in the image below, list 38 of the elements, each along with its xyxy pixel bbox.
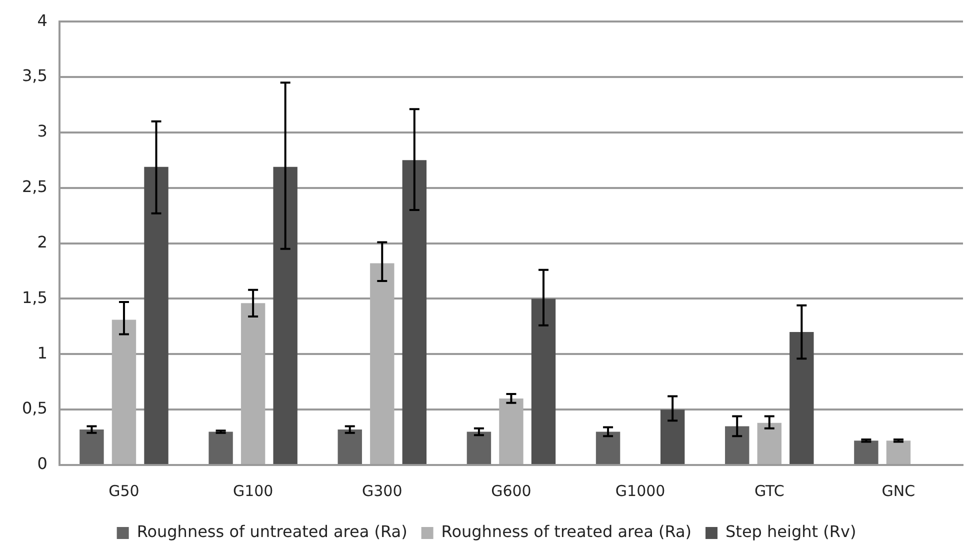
bar <box>208 432 233 464</box>
x-tick-label: G100 <box>232 482 274 500</box>
bar <box>757 422 782 464</box>
bar <box>144 166 168 464</box>
bar <box>370 263 394 464</box>
bar <box>596 432 620 464</box>
x-tick-label: G600 <box>491 482 532 500</box>
x-tick-label: GTC <box>754 482 784 500</box>
y-tick-label: 0,5 <box>22 398 48 418</box>
legend-label: Step height (Rv) <box>726 522 856 542</box>
bar <box>854 440 878 464</box>
y-tick-label: 2,5 <box>22 177 48 196</box>
bar <box>790 332 814 464</box>
bar <box>112 320 136 464</box>
bar <box>402 160 427 464</box>
x-tick-label: GNC <box>882 482 916 500</box>
y-tick-label: 3,5 <box>22 66 48 86</box>
bar <box>80 430 104 464</box>
legend-label: Roughness of treated area (Ra) <box>441 522 692 542</box>
y-tick-label: 1,5 <box>22 288 48 307</box>
x-tick-label: G50 <box>108 482 140 500</box>
y-tick-label: 0 <box>37 454 48 474</box>
x-tick-label: G300 <box>362 482 402 500</box>
y-tick-label: 3 <box>37 122 48 141</box>
bar <box>273 166 298 464</box>
bar <box>499 398 524 464</box>
bar <box>338 430 362 464</box>
y-tick-label: 2 <box>37 232 48 252</box>
bar <box>725 426 750 464</box>
bar <box>466 432 492 464</box>
bar <box>660 410 685 464</box>
bar <box>531 298 556 464</box>
bar <box>886 440 911 464</box>
x-tick-label: G1000 <box>615 482 666 500</box>
legend-label: Roughness of untreated area (Ra) <box>136 522 408 542</box>
bar <box>240 303 266 464</box>
y-tick-label: 1 <box>37 343 48 362</box>
y-tick-label: 4 <box>37 10 48 30</box>
